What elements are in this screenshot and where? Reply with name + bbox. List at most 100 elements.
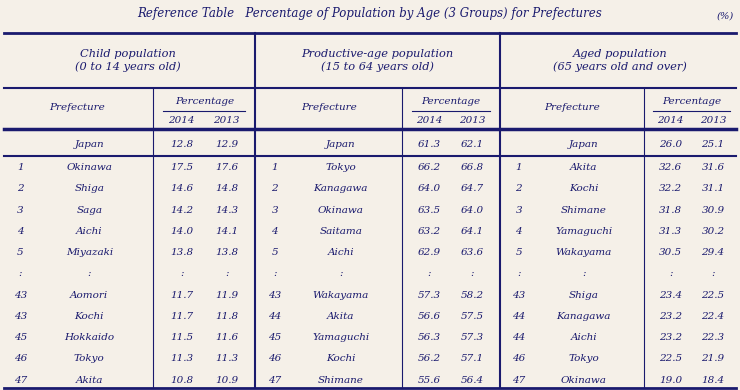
Text: 11.7: 11.7 [170, 312, 193, 321]
Text: 46: 46 [512, 355, 525, 363]
Text: 11.3: 11.3 [170, 355, 193, 363]
Text: 11.9: 11.9 [215, 291, 238, 300]
Text: Kochi: Kochi [75, 312, 104, 321]
Text: Aichi: Aichi [571, 333, 597, 342]
Text: Japan: Japan [569, 140, 599, 149]
Text: 31.6: 31.6 [702, 163, 724, 172]
Text: 47: 47 [14, 376, 27, 385]
Text: Akita: Akita [327, 312, 354, 321]
Text: 4: 4 [17, 227, 24, 236]
Text: Percentage: Percentage [662, 97, 722, 106]
Text: 61.3: 61.3 [417, 140, 441, 149]
Text: 13.8: 13.8 [215, 248, 238, 257]
Text: Kanagawa: Kanagawa [314, 184, 368, 193]
Text: 25.1: 25.1 [702, 140, 724, 149]
Text: 30.5: 30.5 [659, 248, 682, 257]
Text: 45: 45 [268, 333, 281, 342]
Text: Wakayama: Wakayama [312, 291, 369, 300]
Text: Akita: Akita [75, 376, 103, 385]
Text: 64.7: 64.7 [460, 184, 484, 193]
Text: Shimane: Shimane [318, 376, 363, 385]
Text: Akita: Akita [570, 163, 597, 172]
Text: 44: 44 [512, 333, 525, 342]
Text: Okinawa: Okinawa [318, 206, 363, 215]
Text: :: : [180, 269, 184, 278]
Text: Wakayama: Wakayama [556, 248, 612, 257]
Text: 2013: 2013 [700, 116, 727, 126]
Text: Aichi: Aichi [328, 248, 354, 257]
Text: 47: 47 [512, 376, 525, 385]
Text: Productive-age population
(15 to 64 years old): Productive-age population (15 to 64 year… [301, 49, 454, 72]
Text: 57.3: 57.3 [417, 291, 441, 300]
Text: 57.1: 57.1 [460, 355, 484, 363]
Text: 2014: 2014 [416, 116, 443, 126]
Text: 2014: 2014 [169, 116, 195, 126]
Text: 58.2: 58.2 [460, 291, 484, 300]
Text: Prefecture: Prefecture [49, 103, 104, 112]
Text: 63.5: 63.5 [417, 206, 441, 215]
Text: 2013: 2013 [213, 116, 240, 126]
Text: 12.8: 12.8 [170, 140, 193, 149]
Text: 22.5: 22.5 [702, 291, 724, 300]
Text: 30.2: 30.2 [702, 227, 724, 236]
Text: 63.6: 63.6 [460, 248, 484, 257]
Text: 5: 5 [17, 248, 24, 257]
Text: 29.4: 29.4 [702, 248, 724, 257]
Text: 3: 3 [272, 206, 278, 215]
Text: 10.8: 10.8 [170, 376, 193, 385]
Text: Yamaguchi: Yamaguchi [312, 333, 369, 342]
Text: 23.2: 23.2 [659, 333, 682, 342]
Text: Prefecture: Prefecture [544, 103, 599, 112]
Text: 1: 1 [516, 163, 522, 172]
Text: Saitama: Saitama [320, 227, 362, 236]
Text: 43: 43 [14, 312, 27, 321]
Text: 62.9: 62.9 [417, 248, 441, 257]
Text: 30.9: 30.9 [702, 206, 724, 215]
Text: 43: 43 [14, 291, 27, 300]
Text: (%): (%) [717, 12, 734, 21]
Text: 3: 3 [516, 206, 522, 215]
Text: 57.3: 57.3 [460, 333, 484, 342]
Text: :: : [18, 269, 22, 278]
Text: Tokyo: Tokyo [326, 163, 356, 172]
Text: :: : [428, 269, 431, 278]
Text: Hokkaido: Hokkaido [64, 333, 115, 342]
Text: 4: 4 [272, 227, 278, 236]
Text: 55.6: 55.6 [417, 376, 441, 385]
Text: 44: 44 [512, 312, 525, 321]
Text: 46: 46 [268, 355, 281, 363]
Text: :: : [273, 269, 277, 278]
Text: 63.2: 63.2 [417, 227, 441, 236]
Text: Japan: Japan [326, 140, 356, 149]
Text: Child population
(0 to 14 years old): Child population (0 to 14 years old) [75, 49, 181, 72]
Text: :: : [87, 269, 91, 278]
Text: Percentage: Percentage [421, 97, 480, 106]
Text: 14.8: 14.8 [215, 184, 238, 193]
Text: Kanagawa: Kanagawa [556, 312, 610, 321]
Text: 31.1: 31.1 [702, 184, 724, 193]
Text: Miyazaki: Miyazaki [66, 248, 113, 257]
Text: Tokyo: Tokyo [74, 355, 105, 363]
Text: 46: 46 [14, 355, 27, 363]
Text: 3: 3 [17, 206, 24, 215]
Text: :: : [339, 269, 343, 278]
Text: Prefecture: Prefecture [300, 103, 357, 112]
Text: 23.2: 23.2 [659, 312, 682, 321]
Text: Reference Table   Percentage of Population by Age (3 Groups) for Prefectures: Reference Table Percentage of Population… [138, 7, 602, 20]
Text: Tokyo: Tokyo [568, 355, 599, 363]
Text: 11.7: 11.7 [170, 291, 193, 300]
Text: 11.5: 11.5 [170, 333, 193, 342]
Text: 64.0: 64.0 [460, 206, 484, 215]
Text: 43: 43 [512, 291, 525, 300]
Text: 56.2: 56.2 [417, 355, 441, 363]
Text: Shiga: Shiga [75, 184, 104, 193]
Text: :: : [582, 269, 585, 278]
Text: :: : [471, 269, 474, 278]
Text: 56.6: 56.6 [417, 312, 441, 321]
Text: 22.4: 22.4 [702, 312, 724, 321]
Text: 43: 43 [268, 291, 281, 300]
Text: 17.5: 17.5 [170, 163, 193, 172]
Text: 21.9: 21.9 [702, 355, 724, 363]
Text: 44: 44 [268, 312, 281, 321]
Text: 17.6: 17.6 [215, 163, 238, 172]
